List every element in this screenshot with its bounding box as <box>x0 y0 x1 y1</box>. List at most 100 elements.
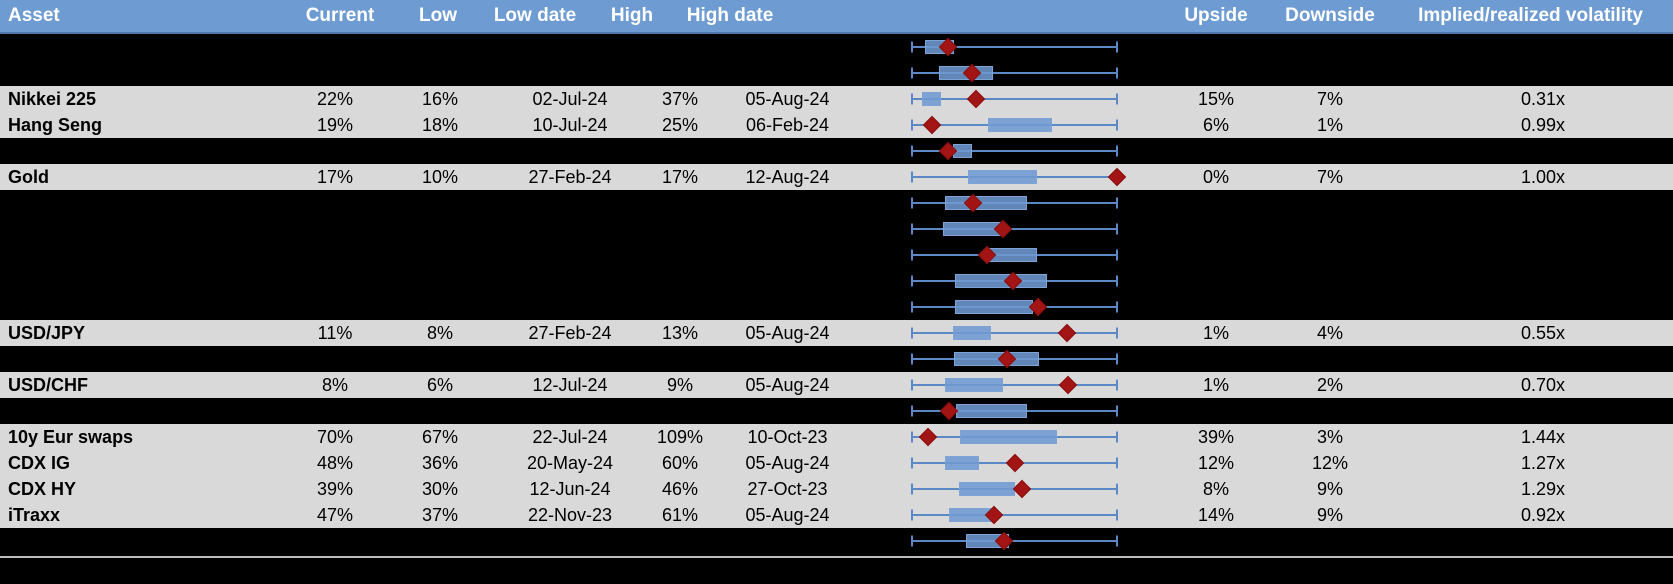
whisker-cap-left <box>911 353 913 365</box>
high-date-value <box>715 138 860 164</box>
asset-name: CDX HY <box>8 479 77 499</box>
high-value: 61% <box>661 505 699 525</box>
current-value: 17% <box>316 167 354 187</box>
high-date-value: 05-Aug-24 <box>745 453 830 473</box>
upside-value <box>1160 190 1272 216</box>
implied-realized-vol-value: 0.99x <box>1520 115 1565 135</box>
upside-value <box>1160 60 1272 86</box>
table-row: Gold 17% 10% 27-Feb-24 17% 12-Aug-24 0% … <box>0 164 1673 190</box>
whisker-cap-left <box>911 535 913 547</box>
header-chart <box>785 0 1160 32</box>
boxplot-cell <box>860 138 1160 164</box>
current-value: 47% <box>316 505 354 525</box>
downside-value: 12% <box>1311 453 1349 473</box>
low-value <box>385 398 495 424</box>
high-date-value <box>715 60 860 86</box>
current-value <box>285 528 385 554</box>
whisker-cap-right <box>1116 41 1118 53</box>
high-date-value: 05-Aug-24 <box>745 323 830 343</box>
whisker-cap-left <box>911 405 913 417</box>
whisker-line <box>912 46 1117 48</box>
whisker-cap-right <box>1116 93 1118 105</box>
low-date-value: 22-Jul-24 <box>532 427 608 447</box>
whisker-cap-right <box>1116 327 1118 339</box>
high-value <box>645 398 715 424</box>
low-value <box>385 294 495 320</box>
boxplot-box <box>955 300 1033 314</box>
upside-value: 6% <box>1202 115 1229 135</box>
high-date-value <box>715 268 860 294</box>
high-value: 17% <box>661 167 699 187</box>
header-low-date: Low date <box>493 5 577 26</box>
current-value: 48% <box>316 453 354 473</box>
low-date-value: 27-Feb-24 <box>528 323 612 343</box>
downside-value: 4% <box>1316 323 1343 343</box>
current-value <box>285 216 385 242</box>
whisker-cap-left <box>911 379 913 391</box>
whisker-line <box>912 384 1117 386</box>
downside-value: 9% <box>1316 505 1343 525</box>
whisker-cap-left <box>911 483 913 495</box>
whisker-cap-left <box>911 145 913 157</box>
boxplot-track <box>911 502 1118 528</box>
low-value <box>385 242 495 268</box>
high-date-value <box>715 190 860 216</box>
boxplot-track <box>911 164 1127 190</box>
asset-name: iTraxx <box>8 505 61 525</box>
upside-value <box>1160 138 1272 164</box>
table-row <box>0 190 1673 216</box>
whisker-cap-right <box>1116 145 1118 157</box>
current-marker-diamond <box>1012 479 1032 499</box>
header-low: Low <box>419 5 457 26</box>
implied-realized-vol-value <box>1388 34 1673 60</box>
asset-name <box>0 294 285 320</box>
boxplot-cell <box>860 476 1160 502</box>
low-value: 18% <box>421 115 459 135</box>
downside-value <box>1272 294 1388 320</box>
high-date-value <box>715 346 860 372</box>
table-row <box>0 34 1673 60</box>
downside-value: 2% <box>1316 375 1343 395</box>
high-date-value: 05-Aug-24 <box>745 89 830 109</box>
low-value <box>385 60 495 86</box>
low-value <box>385 268 495 294</box>
boxplot-cell <box>860 398 1160 424</box>
low-date-value <box>495 242 645 268</box>
table-row: CDX IG 48% 36% 20-May-24 60% 05-Aug-24 1… <box>0 450 1673 476</box>
boxplot-cell <box>860 86 1160 112</box>
upside-value <box>1160 346 1272 372</box>
whisker-line <box>912 72 1117 74</box>
current-value: 22% <box>316 89 354 109</box>
whisker-cap-left <box>911 249 913 261</box>
high-date-value: 12-Aug-24 <box>745 167 830 187</box>
current-marker-diamond <box>1058 375 1078 395</box>
upside-value: 12% <box>1197 453 1235 473</box>
boxplot-cell <box>860 242 1160 268</box>
table-row: USD/JPY 11% 8% 27-Feb-24 13% 05-Aug-24 1… <box>0 320 1673 346</box>
boxplot-track <box>911 476 1118 502</box>
whisker-cap-right <box>1116 223 1118 235</box>
whisker-cap-right <box>1116 197 1118 209</box>
boxplot-track <box>911 190 1118 216</box>
boxplot-box <box>959 430 1057 444</box>
downside-value <box>1272 346 1388 372</box>
downside-value <box>1272 138 1388 164</box>
implied-realized-vol-value <box>1388 528 1673 554</box>
whisker-line <box>912 228 1117 230</box>
high-value <box>645 34 715 60</box>
boxplot-track <box>911 346 1118 372</box>
header-high-date: High date <box>686 5 774 26</box>
current-value <box>285 34 385 60</box>
low-value: 6% <box>426 375 453 395</box>
high-date-value: 27-Oct-23 <box>747 479 828 499</box>
high-date-value: 06-Feb-24 <box>745 115 830 135</box>
upside-value: 15% <box>1197 89 1235 109</box>
high-value <box>645 294 715 320</box>
upside-value: 1% <box>1202 375 1229 395</box>
current-value <box>285 294 385 320</box>
upside-value: 39% <box>1197 427 1235 447</box>
high-value <box>645 346 715 372</box>
current-marker-diamond <box>918 427 938 447</box>
implied-realized-vol-value <box>1388 398 1673 424</box>
asset-name: Nikkei 225 <box>8 89 97 109</box>
